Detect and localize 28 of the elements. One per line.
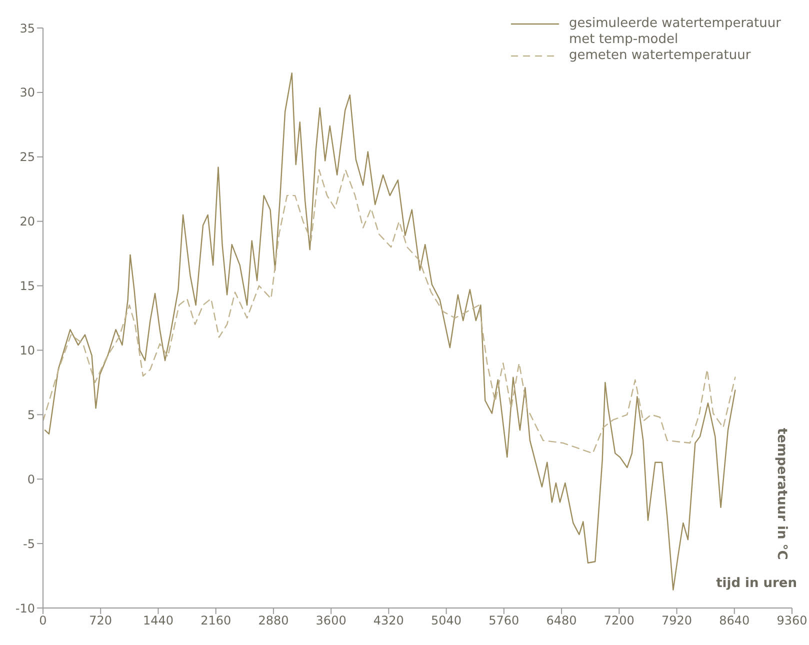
x-tick-label: 7200 — [604, 614, 634, 628]
y-tick-label: 15 — [20, 279, 35, 294]
y-tick-label: 5 — [27, 408, 35, 422]
line-series — [43, 169, 736, 454]
annotation: tijd in uren — [716, 576, 797, 591]
x-tick-label: 6480 — [546, 614, 577, 628]
y-tick-label: 25 — [20, 150, 35, 164]
y-tick-label: 10 — [20, 343, 35, 358]
x-tick-label: 2160 — [200, 614, 232, 628]
x-tick-label: 1440 — [142, 614, 174, 628]
x-tick-label: 3600 — [316, 614, 346, 628]
x-tick-label: 4320 — [373, 614, 404, 628]
y-tick-label: 0 — [27, 472, 35, 486]
legend-label: gemeten watertemperatuur — [569, 48, 752, 64]
x-tick-label: 2880 — [258, 614, 289, 628]
annotation: temperatuur in °C — [774, 428, 789, 560]
x-tick-label: 8640 — [719, 614, 750, 628]
x-tick-label: 7920 — [661, 614, 692, 628]
y-tick-label: 30 — [20, 86, 35, 100]
x-tick-label: 5760 — [488, 614, 520, 628]
y-tick-label: 20 — [20, 214, 35, 229]
y-tick-label: 35 — [20, 21, 35, 36]
y-tick-label: -10 — [15, 601, 35, 616]
y-tick-label: -5 — [23, 536, 35, 551]
x-tick-label: 5040 — [431, 614, 462, 628]
x-tick-label: 720 — [89, 614, 112, 628]
x-tick-label: 9360 — [776, 614, 808, 628]
x-tick-label: 0 — [39, 614, 47, 628]
